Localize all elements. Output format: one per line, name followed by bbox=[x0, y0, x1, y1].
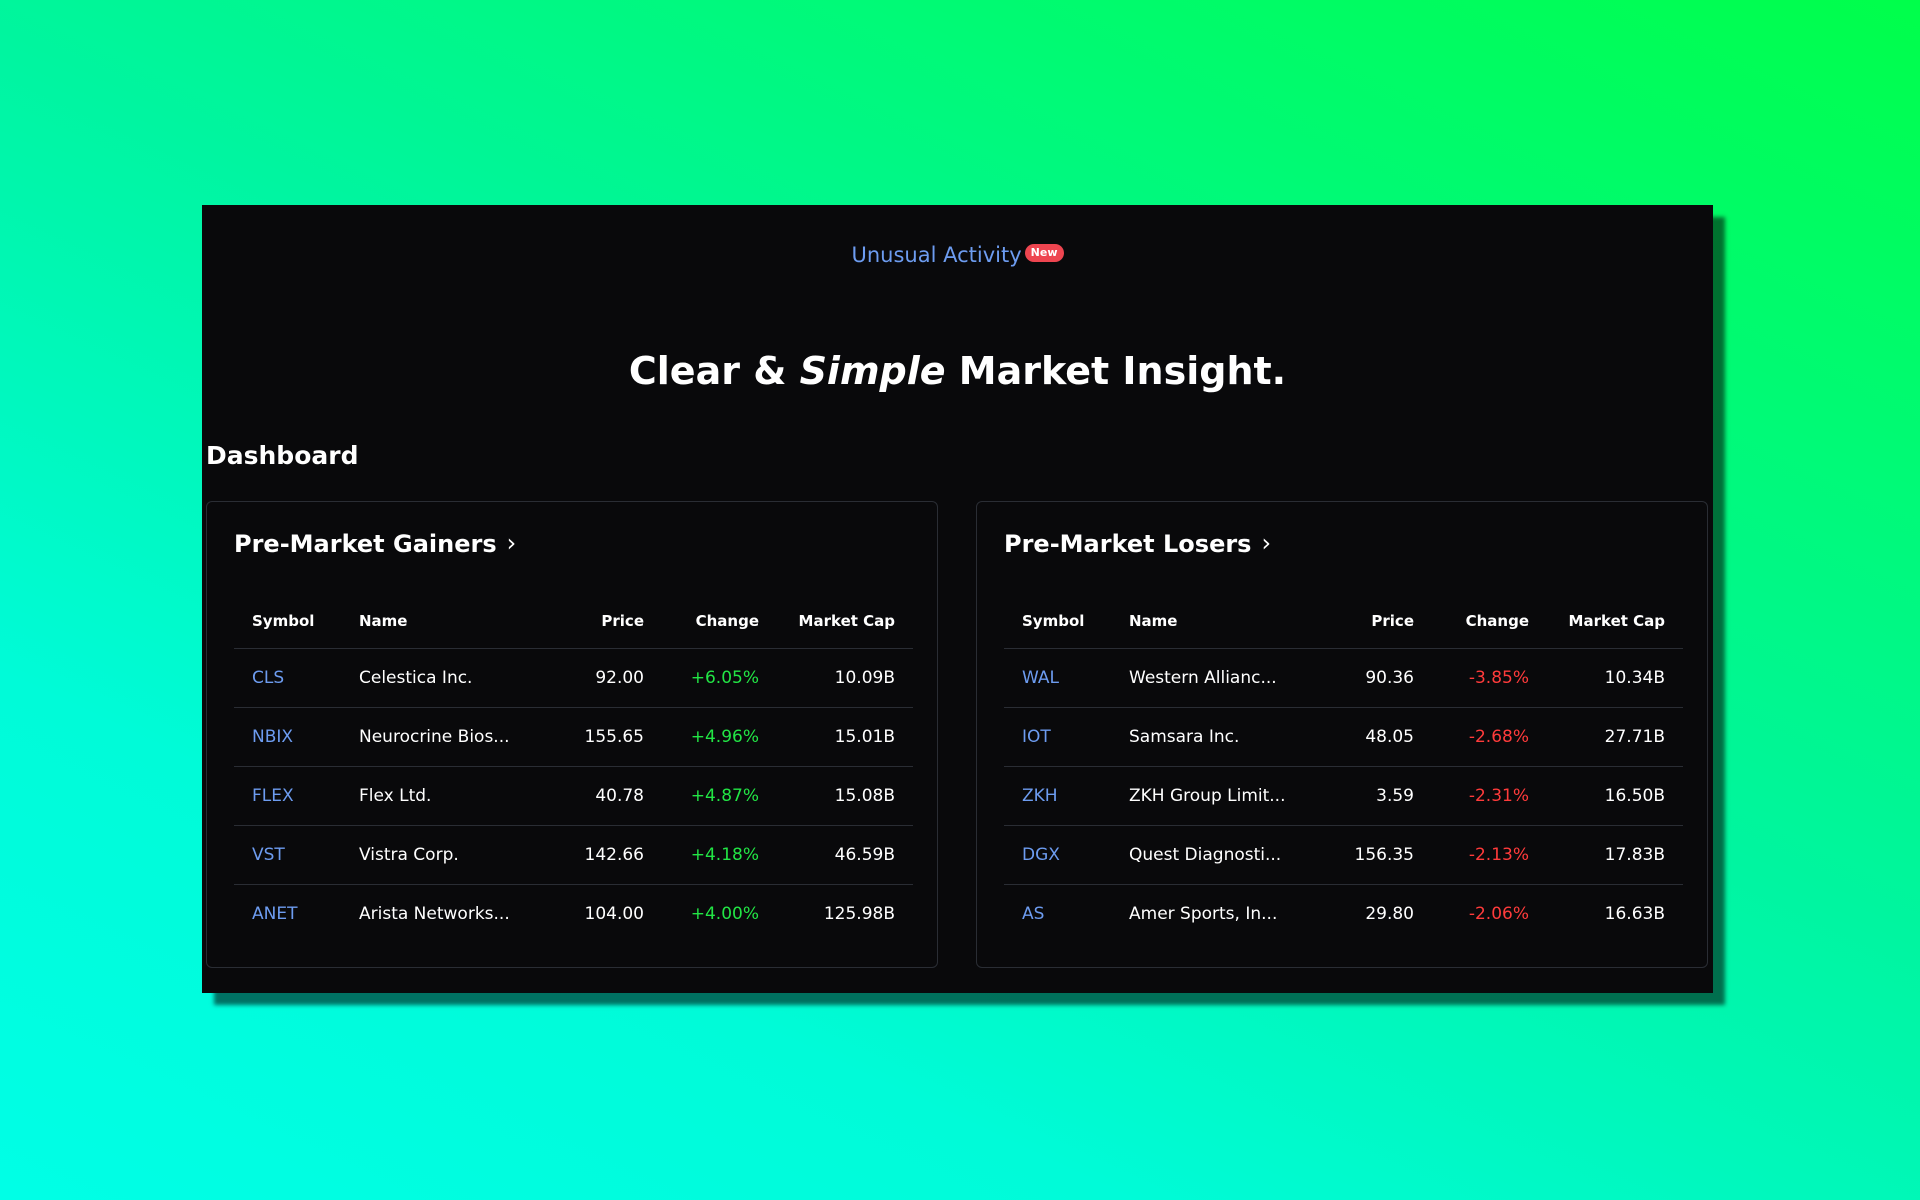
gainers-table: Symbol Name Price Change Market Cap CLS … bbox=[234, 594, 913, 943]
symbol-link[interactable]: IOT bbox=[1022, 727, 1051, 747]
company-name: Vistra Corp. bbox=[359, 825, 554, 885]
hero-text-part3: Market Insight. bbox=[945, 349, 1287, 393]
price: 40.78 bbox=[554, 766, 644, 826]
gainers-title-link[interactable]: Pre-Market Gainers › bbox=[234, 529, 517, 558]
market-cap: 27.71B bbox=[1529, 707, 1683, 767]
hero-heading: Clear & Simple Market Insight. bbox=[202, 349, 1713, 393]
company-name: Flex Ltd. bbox=[359, 766, 554, 826]
symbol-link[interactable]: FLEX bbox=[252, 786, 294, 806]
table-row[interactable]: ZKH ZKH Group Limit... 3.59 -2.31% 16.50… bbox=[1004, 766, 1683, 826]
table-row[interactable]: FLEX Flex Ltd. 40.78 +4.87% 15.08B bbox=[234, 766, 913, 826]
chevron-right-icon: › bbox=[1261, 529, 1272, 557]
table-header-row: Symbol Name Price Change Market Cap bbox=[1004, 594, 1683, 649]
price: 155.65 bbox=[554, 707, 644, 767]
table-row[interactable]: AS Amer Sports, In... 29.80 -2.06% 16.63… bbox=[1004, 885, 1683, 944]
unusual-activity-link[interactable]: Unusual Activity bbox=[851, 243, 1022, 267]
change: +4.96% bbox=[644, 707, 759, 767]
column-header-price: Price bbox=[1324, 594, 1414, 649]
column-header-name: Name bbox=[359, 594, 554, 649]
change: -2.68% bbox=[1414, 707, 1529, 767]
losers-title-link[interactable]: Pre-Market Losers › bbox=[1004, 529, 1272, 558]
losers-table: Symbol Name Price Change Market Cap WAL … bbox=[1004, 594, 1683, 943]
column-header-market-cap: Market Cap bbox=[1529, 594, 1683, 649]
symbol-link[interactable]: NBIX bbox=[252, 727, 294, 747]
column-header-price: Price bbox=[554, 594, 644, 649]
table-row[interactable]: IOT Samsara Inc. 48.05 -2.68% 27.71B bbox=[1004, 707, 1683, 767]
table-row[interactable]: VST Vistra Corp. 142.66 +4.18% 46.59B bbox=[234, 825, 913, 885]
column-header-symbol: Symbol bbox=[234, 594, 359, 649]
market-cap: 46.59B bbox=[759, 825, 913, 885]
column-header-change: Change bbox=[1414, 594, 1529, 649]
unusual-activity-nav: Unusual Activity New bbox=[202, 243, 1713, 268]
company-name: Samsara Inc. bbox=[1129, 707, 1324, 767]
price: 3.59 bbox=[1324, 766, 1414, 826]
symbol-link[interactable]: DGX bbox=[1022, 845, 1060, 865]
price: 92.00 bbox=[554, 648, 644, 708]
market-cap: 15.08B bbox=[759, 766, 913, 826]
change: +4.18% bbox=[644, 825, 759, 885]
symbol-link[interactable]: CLS bbox=[252, 668, 285, 688]
company-name: ZKH Group Limit... bbox=[1129, 766, 1324, 826]
change: -2.06% bbox=[1468, 904, 1529, 924]
price: 104.00 bbox=[584, 904, 644, 924]
table-row[interactable]: WAL Western Allianc... 90.36 -3.85% 10.3… bbox=[1004, 648, 1683, 708]
gainers-title: Pre-Market Gainers bbox=[234, 530, 497, 558]
table-row[interactable]: ANET Arista Networks... 104.00 +4.00% 12… bbox=[234, 885, 913, 944]
table-row[interactable]: NBIX Neurocrine Bios... 155.65 +4.96% 15… bbox=[234, 707, 913, 767]
hero-text-italic: Simple bbox=[799, 349, 946, 393]
losers-card: Pre-Market Losers › Symbol Name Price Cha… bbox=[976, 501, 1708, 968]
market-cap: 10.34B bbox=[1529, 648, 1683, 708]
company-name: Western Allianc... bbox=[1129, 648, 1324, 708]
column-header-change: Change bbox=[644, 594, 759, 649]
market-cap: 10.09B bbox=[759, 648, 913, 708]
losers-title: Pre-Market Losers bbox=[1004, 530, 1252, 558]
symbol-link[interactable]: WAL bbox=[1022, 668, 1059, 688]
app-window: Unusual Activity New Clear & Simple Marke… bbox=[202, 205, 1713, 993]
change: +4.00% bbox=[690, 904, 759, 924]
chevron-right-icon: › bbox=[506, 529, 517, 557]
company-name: Neurocrine Bios... bbox=[359, 707, 554, 767]
price: 90.36 bbox=[1324, 648, 1414, 708]
symbol-link[interactable]: VST bbox=[252, 845, 285, 865]
symbol-link[interactable]: ZKH bbox=[1022, 786, 1058, 806]
market-cap: 16.63B bbox=[1604, 904, 1665, 924]
company-name: Arista Networks... bbox=[359, 904, 510, 924]
company-name: Celestica Inc. bbox=[359, 648, 554, 708]
market-cap: 125.98B bbox=[823, 904, 895, 924]
change: +4.87% bbox=[644, 766, 759, 826]
market-cap: 16.50B bbox=[1529, 766, 1683, 826]
symbol-link[interactable]: ANET bbox=[252, 904, 298, 924]
table-row[interactable]: DGX Quest Diagnosti... 156.35 -2.13% 17.… bbox=[1004, 825, 1683, 885]
market-cap: 15.01B bbox=[759, 707, 913, 767]
gainers-card: Pre-Market Gainers › Symbol Name Price Ch… bbox=[206, 501, 938, 968]
symbol-link[interactable]: AS bbox=[1022, 904, 1045, 924]
change: +6.05% bbox=[644, 648, 759, 708]
column-header-name: Name bbox=[1129, 594, 1324, 649]
new-badge: New bbox=[1024, 244, 1064, 262]
change: -2.31% bbox=[1414, 766, 1529, 826]
company-name: Amer Sports, In... bbox=[1129, 904, 1278, 924]
column-header-market-cap: Market Cap bbox=[759, 594, 913, 649]
column-header-symbol: Symbol bbox=[1004, 594, 1129, 649]
price: 142.66 bbox=[554, 825, 644, 885]
hero-text-part1: Clear & bbox=[628, 349, 800, 393]
change: -3.85% bbox=[1414, 648, 1529, 708]
company-name: Quest Diagnosti... bbox=[1129, 825, 1324, 885]
price: 48.05 bbox=[1324, 707, 1414, 767]
price: 156.35 bbox=[1324, 825, 1414, 885]
table-row[interactable]: CLS Celestica Inc. 92.00 +6.05% 10.09B bbox=[234, 648, 913, 708]
price: 29.80 bbox=[1365, 904, 1414, 924]
dashboard-title: Dashboard bbox=[206, 441, 359, 470]
market-cap: 17.83B bbox=[1529, 825, 1683, 885]
change: -2.13% bbox=[1414, 825, 1529, 885]
table-header-row: Symbol Name Price Change Market Cap bbox=[234, 594, 913, 649]
